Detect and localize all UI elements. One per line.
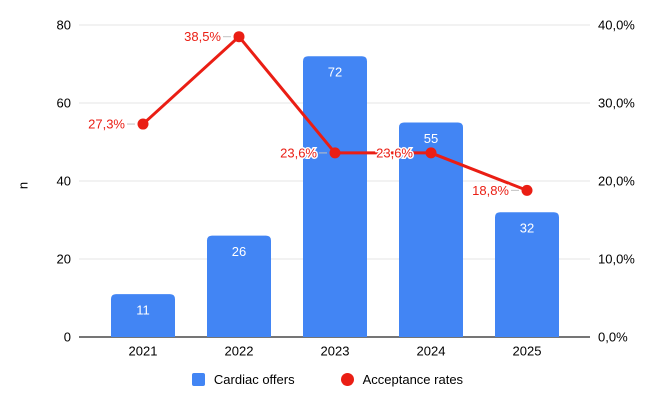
x-axis-tick: 2021 [129,344,158,359]
legend-swatch-line-icon [340,373,354,386]
legend-item-acceptance-rates: Acceptance rates [340,372,464,387]
bar-value-label: 55 [424,131,438,146]
bar-value-label: 11 [136,303,150,318]
line-point-2024 [425,147,437,159]
y-axis-tick-right: 40,0% [598,18,635,33]
y-axis-tick-left: 20 [57,252,71,267]
x-axis-tick: 2023 [321,344,350,359]
y-axis-tick-right: 20,0% [598,174,635,189]
legend: Cardiac offers Acceptance rates [0,372,655,387]
left-axis-title: n [15,181,31,190]
legend-label-acceptance-rates: Acceptance rates [362,372,464,387]
x-axis-tick: 2022 [225,344,254,359]
legend-swatch-bar-icon [191,373,205,386]
line-value-label: 23,6% [280,145,317,160]
bar-value-label: 72 [328,65,342,80]
bar-2023 [303,56,367,337]
line-point-2025 [521,184,533,196]
bar-2021 [111,294,175,337]
legend-label-cardiac-offers: Cardiac offers [213,372,295,387]
y-axis-tick-left: 40 [57,174,71,189]
y-axis-tick-right: 30,0% [598,96,635,111]
line-point-2021 [137,118,149,130]
line-value-label: 38,5% [184,29,221,44]
y-axis-tick-left: 0 [64,330,71,345]
y-axis-tick-right: 0,0% [598,330,628,345]
bar-value-label: 32 [520,221,534,236]
x-axis-tick: 2024 [417,344,446,359]
line-value-label: 27,3% [88,117,125,132]
line-value-label: 18,8% [472,183,509,198]
line-value-label: 23,6% [376,145,413,160]
bar-2024 [399,122,463,337]
bar-2025 [495,212,559,337]
x-axis-tick: 2025 [513,344,542,359]
bar-2022 [207,235,271,337]
y-axis-tick-left: 80 [57,18,71,33]
line-point-2022 [233,31,245,43]
legend-item-cardiac-offers: Cardiac offers [191,372,295,387]
y-axis-tick-right: 10,0% [598,252,635,267]
bar-value-label: 26 [232,244,246,259]
y-axis-tick-left: 60 [57,96,71,111]
line-point-2023 [329,147,341,159]
